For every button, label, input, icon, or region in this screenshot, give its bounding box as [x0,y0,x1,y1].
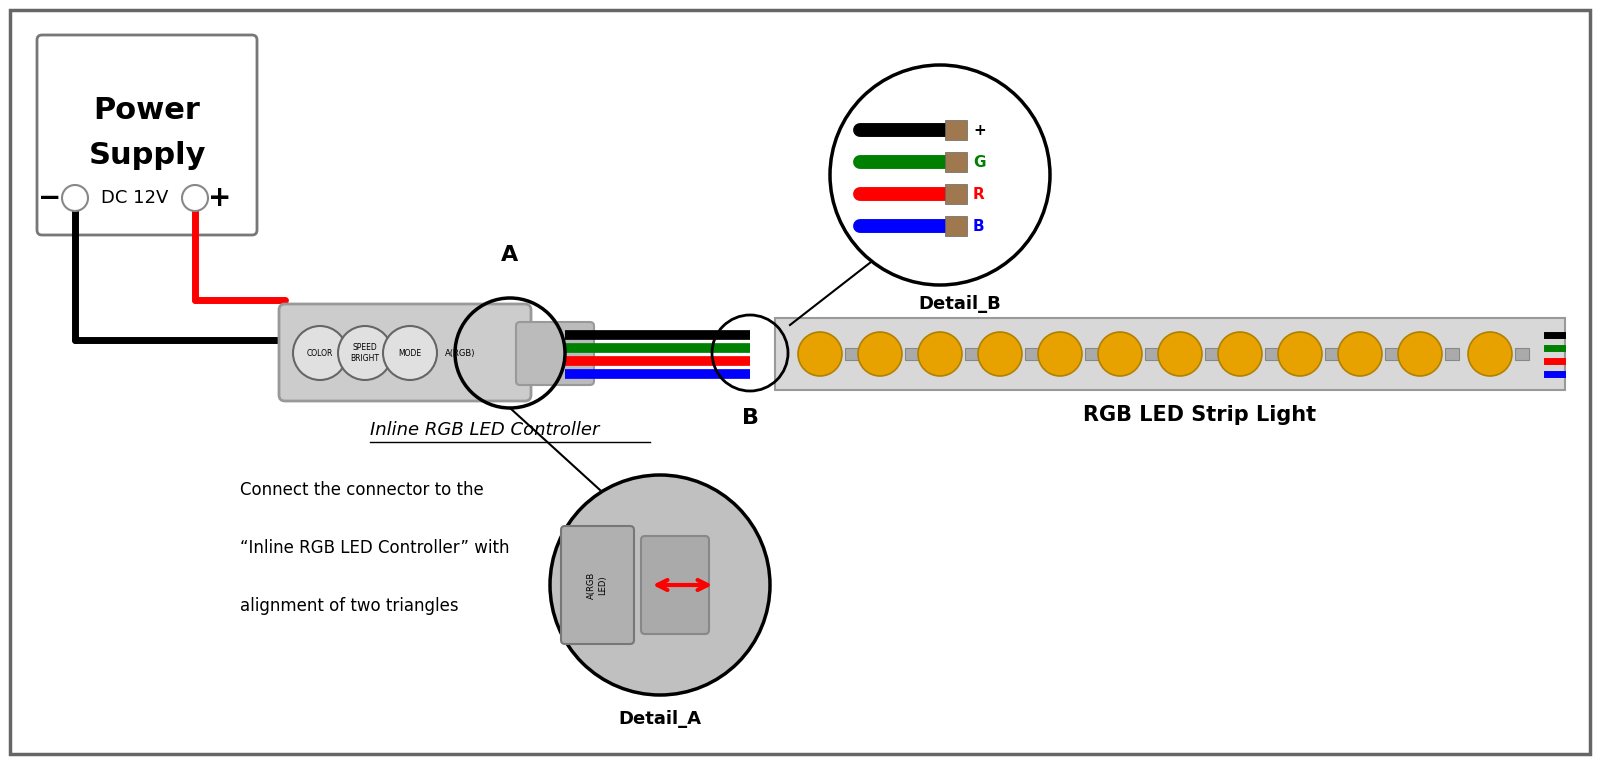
Bar [1146,348,1158,360]
FancyBboxPatch shape [517,322,594,385]
Text: −: − [38,184,62,212]
Circle shape [858,332,902,376]
Text: Supply: Supply [88,141,206,170]
Text: RGB LED Strip Light: RGB LED Strip Light [1083,405,1317,425]
Circle shape [830,65,1050,285]
Circle shape [1038,332,1082,376]
Circle shape [1398,332,1442,376]
Bar [1085,348,1099,360]
Text: G: G [973,154,986,170]
Text: COLOR: COLOR [307,348,333,358]
Text: alignment of two triangles: alignment of two triangles [240,597,459,615]
Bar [1386,348,1398,360]
Text: +: + [208,184,232,212]
Circle shape [62,185,88,211]
Text: Inline RGB LED Controller: Inline RGB LED Controller [370,421,600,439]
Circle shape [182,185,208,211]
Bar [1515,348,1530,360]
Bar [1445,348,1459,360]
Bar [845,348,859,360]
Circle shape [1158,332,1202,376]
Circle shape [550,475,770,695]
Bar [946,216,966,236]
Bar [1205,348,1219,360]
Text: SPEED
BRIGHT: SPEED BRIGHT [350,343,379,363]
Circle shape [918,332,962,376]
Bar [946,120,966,140]
Text: A(RGB
LED): A(RGB LED) [587,571,606,599]
Bar [906,348,918,360]
Bar [946,184,966,204]
FancyBboxPatch shape [562,526,634,644]
Text: Power: Power [93,96,200,125]
Circle shape [1278,332,1322,376]
Text: @12V: @12V [298,339,306,366]
Text: A: A [501,245,518,265]
Text: Connect the connector to the: Connect the connector to the [240,481,483,499]
Bar [1266,348,1278,360]
Circle shape [293,326,347,380]
Text: Detail_B: Detail_B [918,295,1002,313]
Circle shape [978,332,1022,376]
FancyBboxPatch shape [278,304,531,401]
Text: A(RGB): A(RGB) [445,348,475,358]
Bar [946,152,966,172]
Text: B: B [973,219,984,234]
FancyBboxPatch shape [642,536,709,634]
Circle shape [338,326,392,380]
Bar [965,348,979,360]
Circle shape [382,326,437,380]
Circle shape [1338,332,1382,376]
FancyBboxPatch shape [37,35,258,235]
Circle shape [1218,332,1262,376]
Text: “Inline RGB LED Controller” with: “Inline RGB LED Controller” with [240,539,509,557]
Text: MODE: MODE [398,348,421,358]
Circle shape [1469,332,1512,376]
Text: Detail_A: Detail_A [619,710,701,728]
Circle shape [1098,332,1142,376]
FancyBboxPatch shape [10,10,1590,754]
Bar [1026,348,1038,360]
Bar [774,318,1565,390]
Circle shape [798,332,842,376]
Text: +: + [973,122,986,138]
Text: B: B [741,408,758,428]
Text: R: R [973,186,984,202]
Text: DC 12V: DC 12V [101,189,168,207]
Bar [1325,348,1339,360]
